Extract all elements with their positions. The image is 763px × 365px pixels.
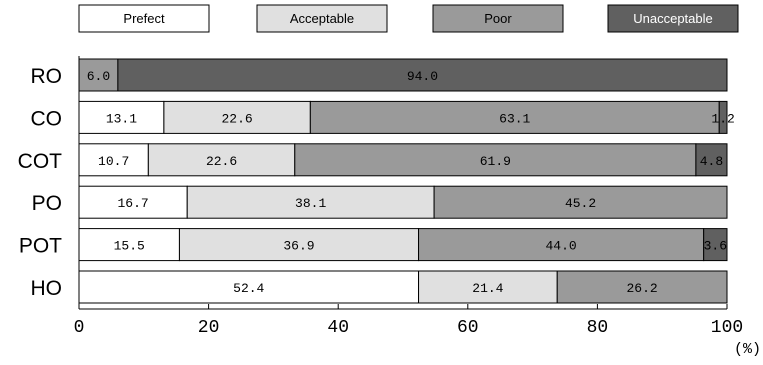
- bar-row-co: CO 13.1 22.6 63.1 1.2: [31, 100, 735, 134]
- x-axis-ticks: 0 20 40 60 80 100: [74, 304, 743, 338]
- x-tick-label: 60: [457, 318, 479, 338]
- data-label: 1.2: [711, 111, 734, 126]
- data-label: 26.2: [627, 281, 658, 296]
- bar-row-po: PO 16.7 38.1 45.2: [32, 185, 728, 219]
- data-label: 52.4: [233, 281, 264, 296]
- bar-segment-unacceptable: [695, 143, 728, 177]
- bar-row-pot: POT 15.5 36.9 44.0 3.6: [19, 228, 728, 262]
- legend-item-prefect: Prefect: [78, 4, 210, 33]
- data-label: 13.1: [106, 111, 137, 126]
- bar-segment-acceptable: [163, 100, 311, 134]
- data-label: 94.0: [407, 69, 438, 84]
- data-label: 10.7: [98, 154, 129, 169]
- bar-segment-prefect: [78, 100, 165, 134]
- legend-label: Unacceptable: [633, 11, 713, 26]
- bar-segment-unacceptable: [703, 228, 728, 262]
- data-label: 16.7: [117, 196, 148, 211]
- legend-swatch: [432, 4, 564, 33]
- legend-label: Prefect: [123, 11, 165, 26]
- legend-swatch: [78, 4, 210, 33]
- data-label: 3.6: [704, 239, 727, 254]
- bar-segment-prefect: [78, 185, 188, 219]
- data-label: 45.2: [565, 196, 596, 211]
- data-label: 6.0: [87, 69, 110, 84]
- legend-label: Acceptable: [290, 11, 354, 26]
- bar-segment-prefect: [78, 143, 149, 177]
- bar-segment-unacceptable: [718, 100, 728, 134]
- category-label: COT: [18, 150, 63, 173]
- bars: RO 6.0 94.0 CO 13.1 22.6 63.1 1.2 COT 10.7 22.6 61.…: [18, 58, 735, 304]
- x-tick-label: 80: [587, 318, 609, 338]
- data-label: 38.1: [295, 196, 326, 211]
- legend: Prefect Acceptable Poor Unacceptable: [78, 4, 739, 33]
- category-label: PO: [32, 192, 62, 215]
- data-label: 4.8: [700, 154, 723, 169]
- data-label: 22.6: [222, 111, 253, 126]
- bar-segment-prefect: [78, 228, 180, 262]
- data-label: 44.0: [546, 239, 577, 254]
- data-label: 36.9: [283, 239, 314, 254]
- legend-swatch: [256, 4, 388, 33]
- category-label: RO: [31, 65, 63, 88]
- legend-item-poor: Poor: [432, 4, 564, 33]
- bar-segment-prefect: [78, 270, 420, 304]
- x-tick-label: 40: [327, 318, 349, 338]
- bar-segment-acceptable: [186, 185, 435, 219]
- x-tick-label: 100: [711, 318, 743, 338]
- bar-segment-acceptable: [418, 270, 558, 304]
- bar-segment-poor: [309, 100, 720, 134]
- bar-row-ho: HO 52.4 21.4 26.2: [31, 270, 728, 304]
- legend-item-acceptable: Acceptable: [256, 4, 388, 33]
- bar-segment-poor: [433, 185, 728, 219]
- legend-label: Poor: [484, 11, 512, 26]
- x-axis-unit: (%): [734, 341, 761, 358]
- data-label: 15.5: [114, 239, 145, 254]
- bar-row-cot: COT 10.7 22.6 61.9 4.8: [18, 143, 728, 177]
- data-label: 63.1: [499, 111, 530, 126]
- bar-segment-poor: [418, 228, 705, 262]
- category-label: HO: [31, 277, 63, 300]
- data-label: 22.6: [206, 154, 237, 169]
- category-label: POT: [19, 235, 62, 258]
- data-label: 61.9: [480, 154, 511, 169]
- data-label: 21.4: [472, 281, 503, 296]
- bar-row-ro: RO 6.0 94.0: [31, 58, 728, 92]
- bar-segment-acceptable: [178, 228, 420, 262]
- x-tick-label: 0: [74, 318, 85, 338]
- legend-item-unacceptable: Unacceptable: [607, 4, 739, 33]
- bar-segment-unacceptable: [117, 58, 728, 92]
- bar-segment-poor: [556, 270, 728, 304]
- category-label: CO: [31, 107, 63, 130]
- legend-swatch: [607, 4, 739, 33]
- bar-segment-poor: [294, 143, 697, 177]
- x-tick-label: 20: [198, 318, 220, 338]
